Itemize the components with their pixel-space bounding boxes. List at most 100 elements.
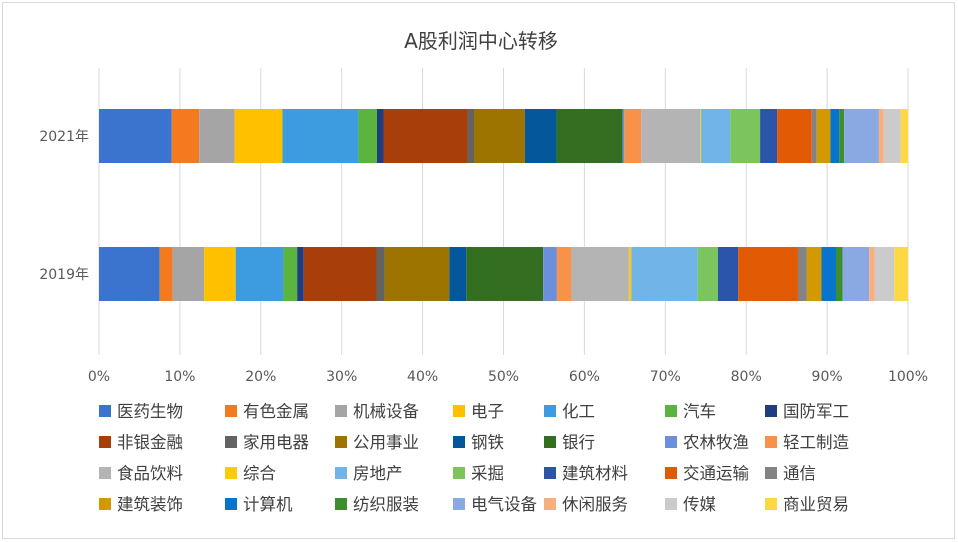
bar-segment	[377, 109, 384, 163]
bar-segment	[777, 109, 812, 163]
x-tick-label: 90%	[812, 369, 843, 385]
x-tick-label: 20%	[245, 369, 276, 385]
legend-label: 食品饮料	[117, 464, 183, 483]
legend-swatch	[765, 436, 777, 448]
bars	[99, 109, 908, 301]
x-tick-label: 10%	[164, 369, 195, 385]
bar-segment	[171, 109, 200, 163]
x-axis-labels: 0% 10% 20% 30% 40% 50% 60% 70% 80% 90% 100%	[88, 369, 928, 385]
legend-swatch	[225, 467, 237, 479]
bar-segment	[700, 109, 702, 163]
legend-swatch	[544, 405, 556, 417]
legend-label: 通信	[783, 464, 816, 483]
legend-swatch	[665, 467, 677, 479]
bar-segment	[99, 109, 172, 163]
legend-label: 公用事业	[353, 433, 419, 452]
bar-segment	[474, 109, 525, 163]
legend-swatch	[544, 498, 556, 510]
legend-label: 计算机	[243, 495, 293, 514]
legend-label: 农林牧渔	[683, 433, 749, 452]
legend-swatch	[225, 436, 237, 448]
bar-segment	[159, 247, 173, 301]
legend-swatch	[453, 498, 465, 510]
y-category-label: 2019年	[39, 267, 89, 283]
x-tick-label: 80%	[731, 369, 762, 385]
bar-segment	[878, 109, 884, 163]
x-tick-label: 60%	[569, 369, 600, 385]
legend-swatch	[453, 467, 465, 479]
bar-segment	[806, 247, 822, 301]
bar-segment	[631, 247, 698, 301]
bar-segment	[835, 247, 843, 301]
bar-segment	[844, 109, 879, 163]
legend-label: 非银金融	[117, 433, 183, 452]
legend-swatch	[765, 498, 777, 510]
bar-segment	[900, 109, 908, 163]
bar-segment	[760, 109, 778, 163]
legend-swatch	[453, 436, 465, 448]
bar-segment	[383, 109, 468, 163]
legend-label: 轻工制造	[783, 433, 850, 452]
legend-swatch	[765, 405, 777, 417]
bar-segment	[641, 109, 701, 163]
legend-label: 传媒	[683, 495, 717, 514]
x-tick-label: 50%	[488, 369, 519, 385]
bar-segment	[543, 247, 557, 301]
legend-swatch	[665, 405, 677, 417]
bar-segment	[99, 247, 160, 301]
chart-title: A股利润中心转移	[404, 29, 558, 53]
bar-segment	[571, 247, 629, 301]
legend-swatch	[665, 498, 677, 510]
y-category-label: 2021年	[39, 129, 89, 145]
legend-swatch	[225, 405, 237, 417]
legend-label: 银行	[562, 433, 595, 452]
bar-segment	[524, 109, 557, 163]
legend-label: 交通运输	[683, 464, 750, 483]
bar-segment	[816, 109, 831, 163]
legend-label: 家用电器	[243, 433, 310, 452]
y-axis-labels: 2021年 2019年	[39, 129, 89, 283]
bar-segment	[797, 247, 807, 301]
legend-swatch	[99, 436, 111, 448]
bar-segment	[283, 247, 298, 301]
legend-swatch	[99, 405, 111, 417]
x-tick-label: 100%	[888, 369, 928, 385]
bar-segment	[839, 109, 845, 163]
legend-label: 房地产	[353, 464, 403, 483]
bar-segment	[697, 247, 718, 301]
bar-segment	[376, 247, 385, 301]
legend-swatch	[335, 498, 347, 510]
bar-segment	[842, 247, 870, 301]
bar-segment	[234, 109, 283, 163]
bar-segment	[303, 247, 377, 301]
legend-label: 纺织服装	[353, 495, 419, 514]
bar-segment	[894, 247, 908, 301]
x-tick-label: 0%	[88, 369, 110, 385]
legend-swatch	[335, 467, 347, 479]
bar-segment	[869, 247, 875, 301]
bar-segment	[358, 109, 378, 163]
bar-segment	[730, 109, 761, 163]
legend-label: 建筑材料	[562, 464, 628, 483]
bar-segment	[717, 247, 739, 301]
legend-swatch	[335, 405, 347, 417]
legend-swatch	[544, 436, 556, 448]
legend-swatch	[665, 436, 677, 448]
bar-segment	[622, 109, 625, 163]
bar-segment	[811, 109, 817, 163]
bar-segment	[466, 247, 544, 301]
legend-label: 商业贸易	[783, 495, 849, 514]
legend-label: 采掘	[471, 464, 504, 483]
bar-segment	[628, 247, 632, 301]
x-tick-label: 70%	[650, 369, 681, 385]
bar-segment	[821, 247, 836, 301]
bar-segment	[701, 109, 731, 163]
bar-segment	[172, 247, 205, 301]
bar-segment	[738, 247, 798, 301]
legend-label: 有色金属	[243, 402, 309, 421]
legend-label: 综合	[243, 464, 276, 483]
bar-segment	[874, 247, 895, 301]
legend-label: 钢铁	[471, 433, 504, 452]
